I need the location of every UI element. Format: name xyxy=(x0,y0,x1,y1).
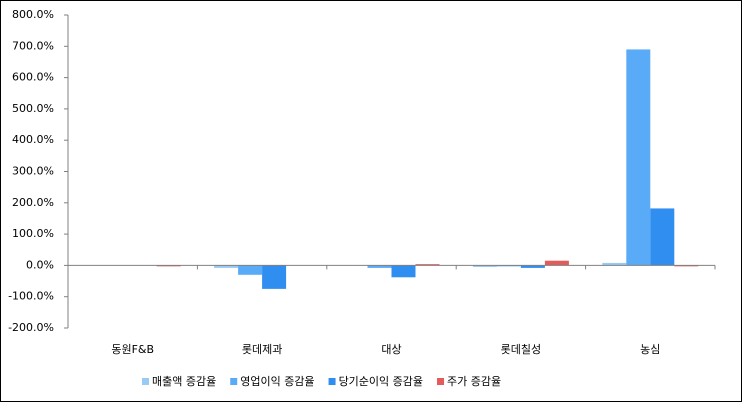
legend-label: 매출액 증감율 xyxy=(152,375,216,388)
y-tick-label: 600.0% xyxy=(12,71,54,84)
bar xyxy=(545,261,569,266)
y-tick-label: -200.0% xyxy=(8,321,54,334)
legend-label: 당기순이익 증감율 xyxy=(339,375,423,388)
bar xyxy=(626,49,650,265)
x-tick-label: 농심 xyxy=(640,343,660,356)
y-tick-label: 300.0% xyxy=(12,165,54,178)
x-tick-label: 동원F&B xyxy=(111,343,154,356)
y-tick-label: 800.0% xyxy=(12,8,54,21)
legend-swatch xyxy=(142,378,149,385)
x-tick-label: 롯데칠성 xyxy=(501,343,541,356)
bar xyxy=(392,265,416,277)
y-tick-label: 100.0% xyxy=(12,227,54,240)
x-tick-label: 대상 xyxy=(381,343,401,356)
legend-swatch xyxy=(230,378,237,385)
y-tick-label: 200.0% xyxy=(12,196,54,209)
bar xyxy=(238,265,262,274)
y-tick-label: 400.0% xyxy=(12,133,54,146)
bar xyxy=(262,265,286,288)
legend-swatch xyxy=(329,378,336,385)
x-tick-label: 롯데제과 xyxy=(242,343,282,356)
y-tick-label: 700.0% xyxy=(12,39,54,52)
y-tick-label: 500.0% xyxy=(12,102,54,115)
legend-label: 영업이익 증감율 xyxy=(240,375,314,388)
y-tick-label: 0.0% xyxy=(26,258,54,271)
legend-swatch xyxy=(437,378,444,385)
legend-label: 주가 증감율 xyxy=(447,375,501,388)
bar xyxy=(650,208,674,265)
y-tick-label: -100.0% xyxy=(8,290,54,303)
